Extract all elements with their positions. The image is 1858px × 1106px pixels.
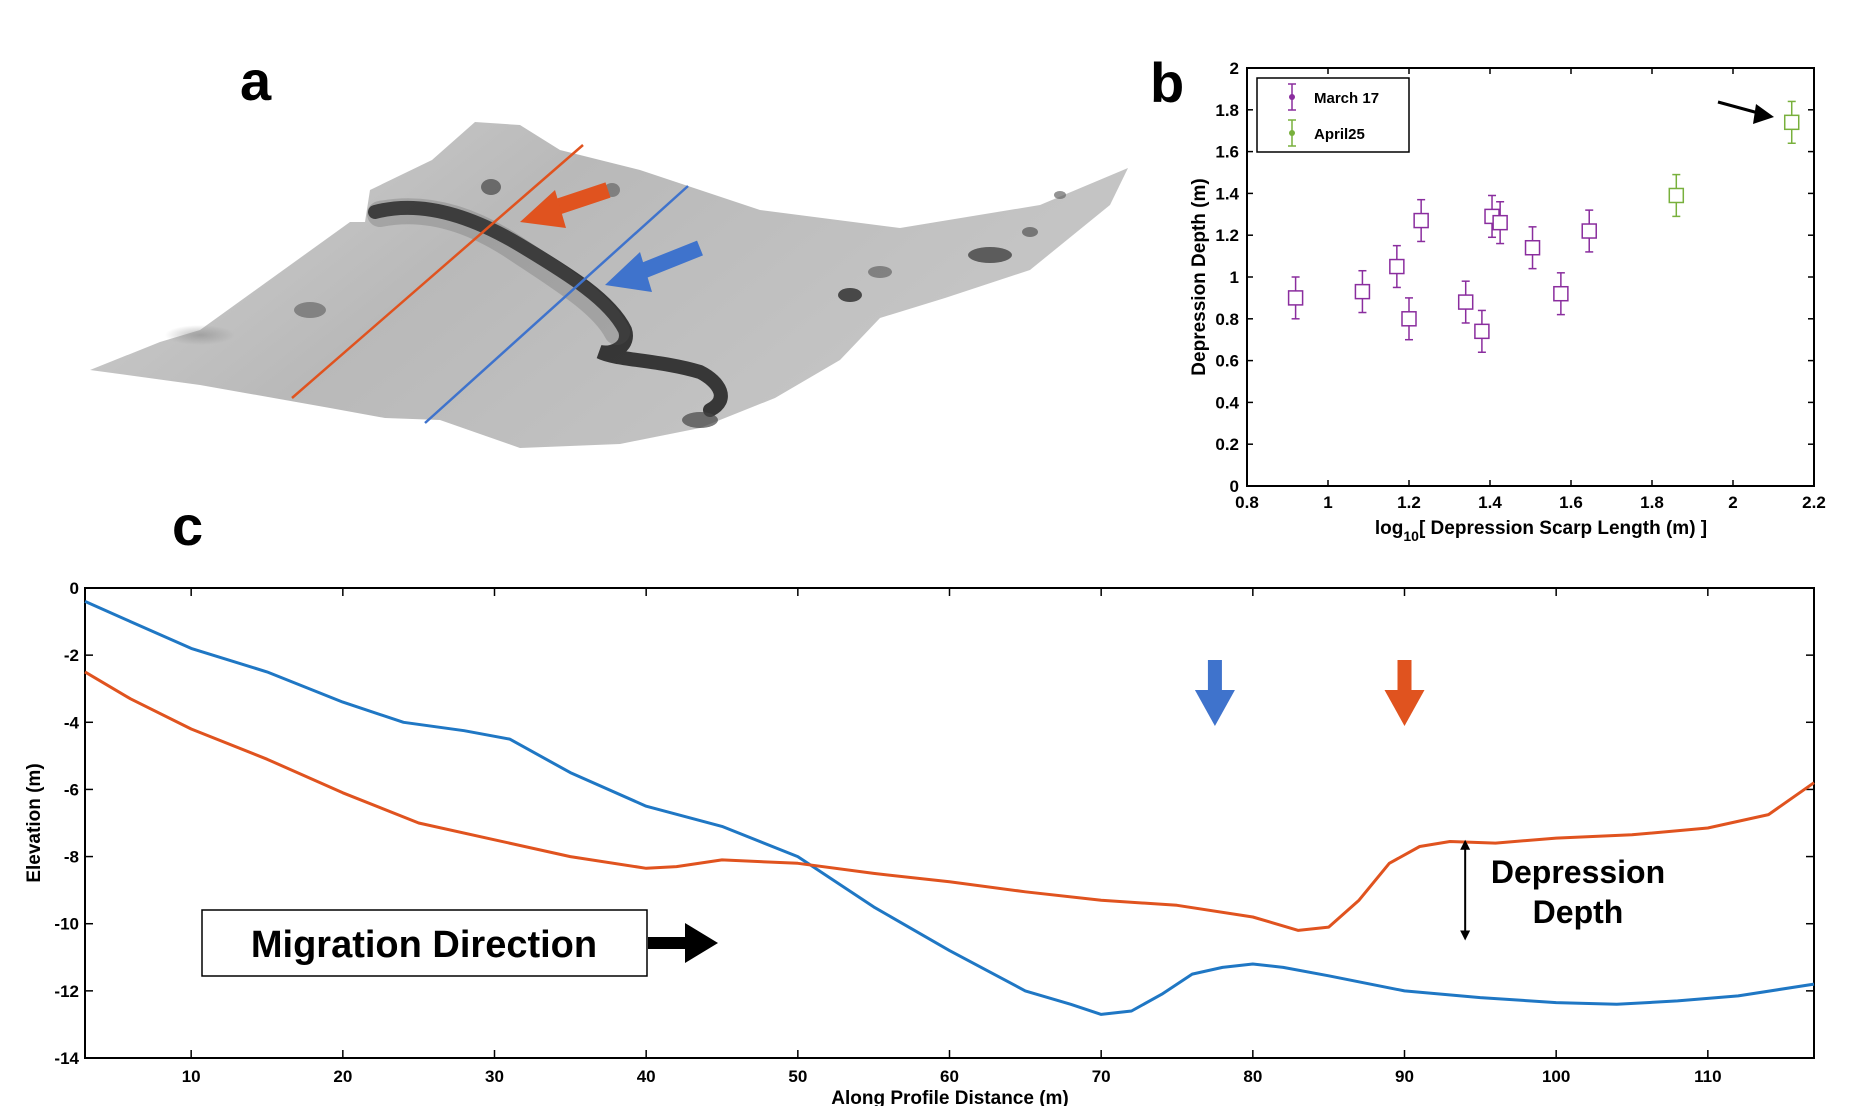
x-tick-label-c: 20 [333,1067,352,1086]
migration-arrow-icon [648,923,718,963]
legend-box [1256,77,1410,153]
depression-label-line1: Depression [1491,854,1665,890]
x-tick-label-b: 1.8 [1640,493,1664,512]
y-tick-label-c: 0 [70,579,79,598]
y-tick-label-b: 1 [1230,268,1239,287]
data-point-march-17 [1389,244,1405,289]
y-tick-label-c: -14 [54,1049,79,1068]
y-tick-label-b: 0.8 [1215,310,1239,329]
x-tick-label-c: 40 [637,1067,656,1086]
y-tick-label-b: 0.4 [1215,393,1239,412]
terrain-surface-image [90,122,1128,448]
y-axis-label-c: Elevation (m) [24,763,45,882]
migration-direction-label: Migration Direction [251,924,597,966]
x-tick-label-c: 10 [182,1067,201,1086]
legend-symbol-april [1288,119,1296,147]
data-point-march-17 [1553,272,1569,316]
legend-label-march: March 17 [1314,90,1379,107]
x-axis-label-b: log10[ Depression Scarp Length (m) ] [1375,518,1707,544]
x-tick-label-c: 90 [1395,1067,1414,1086]
blue-profile-line [424,185,689,424]
y-tick-label-b: 1.4 [1215,184,1239,203]
legend-symbol-march [1288,83,1296,111]
x-tick-label-b: 2.2 [1802,493,1826,512]
y-tick-label-b: 1.2 [1215,226,1239,245]
x-tick-label-b: 1 [1323,493,1332,512]
y-tick-label-c: -12 [54,982,79,1001]
y-tick-label-c: -6 [64,780,79,799]
y-tick-label-b: 0.2 [1215,435,1239,454]
orange-profile-line [291,144,584,399]
y-tick-label-c: -4 [64,713,80,732]
x-tick-label-c: 70 [1092,1067,1111,1086]
x-axis-label-c: Along Profile Distance (m) [831,1088,1069,1106]
data-point-march-17 [1287,276,1304,320]
y-tick-label-b: 0.6 [1215,352,1239,371]
data-point-march-17 [1474,309,1490,353]
data-point-march-17 [1401,297,1417,341]
data-point-march-17 [1354,269,1371,314]
y-tick-label-b: 1.8 [1215,101,1239,120]
x-tick-label-b: 1.2 [1397,493,1421,512]
x-tick-label-c: 80 [1243,1067,1262,1086]
orange-arrow-icon [1384,660,1425,726]
data-point-march-17 [1524,226,1541,270]
series-line-orange-profile [84,670,1815,932]
scatter-chart-b: 0.8 1 1.2 1.4 1.6 1.8 2 2.2 0 0.2 0.4 0.6 0.8 1 1.2 1.4… [1189,59,1826,544]
data-point-march-17 [1581,209,1597,253]
y-tick-label-b: 1.6 [1215,143,1239,162]
legend-label-april: April25 [1314,126,1365,143]
x-tick-label-b: 1.6 [1559,493,1583,512]
panel-label-b: b [1150,51,1184,114]
x-tick-label-b: 1.4 [1478,493,1502,512]
y-tick-label-c: -8 [64,848,79,867]
data-point-april25 [1783,100,1800,144]
x-tick-label-c: 100 [1542,1067,1570,1086]
depth-bracket-arrow [1460,839,1471,941]
x-tick-label-c: 30 [485,1067,504,1086]
migration-box [201,909,648,977]
blue-arrow-icon [1194,660,1235,726]
x-tick-label-c: 50 [788,1067,807,1086]
legend-b: March 17 April25 [1256,77,1410,153]
x-tick-label-c: 60 [940,1067,959,1086]
x-tick-label-b: 0.8 [1235,493,1259,512]
data-point-march-17 [1457,280,1474,324]
x-tick-label-c: 110 [1694,1067,1721,1086]
arrow-annotation-b [1717,100,1774,124]
y-tick-label-c: -2 [64,646,79,665]
data-point-april25 [1668,173,1685,218]
depression-label-line2: Depth [1533,894,1624,930]
plot-frame-c [84,587,1815,1059]
orange-arrow-icon [520,182,611,228]
data-point-march-17 [1413,198,1429,243]
y-tick-label-b: 0 [1230,477,1239,496]
panel-label-c: c [172,494,203,557]
x-tick-label-b: 2 [1728,493,1737,512]
series-line-blue-profile [84,600,1815,1016]
panel-label-a: a [240,49,272,112]
y-tick-label-b: 2 [1230,59,1239,78]
y-axis-label-b: Depression Depth (m) [1189,178,1210,375]
line-chart-c: 10 20 30 40 50 60 70 80 90 100 110 0 -2 -4 -6 -8 -10 -12 -… [24,579,1815,1106]
blue-arrow-icon [605,240,703,292]
y-tick-label-c: -10 [54,915,79,934]
data-point-march-17 [1492,201,1508,245]
